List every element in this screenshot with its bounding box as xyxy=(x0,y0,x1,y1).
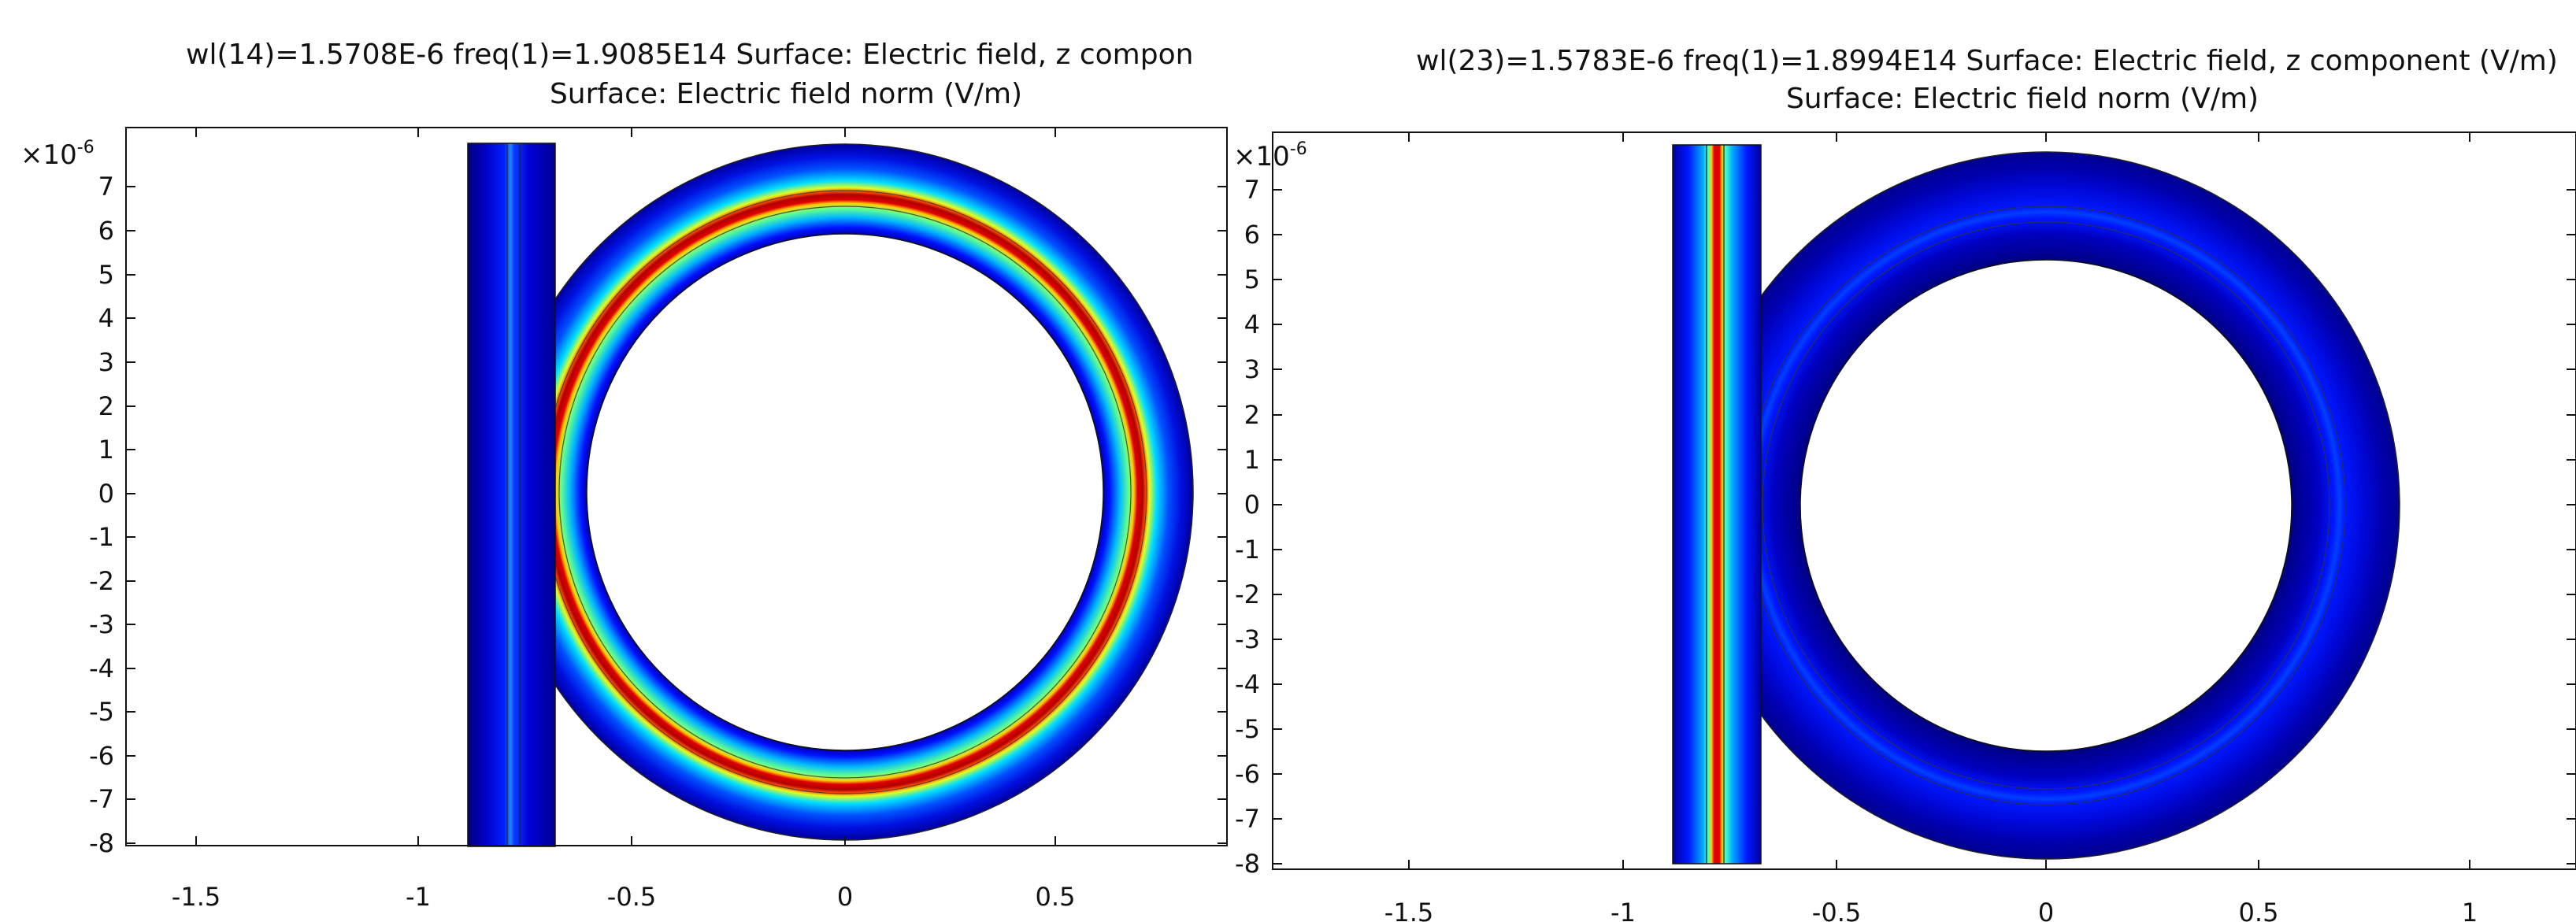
ring-core-edge-inner xyxy=(558,206,1132,779)
y-tick-label: -8 xyxy=(89,828,114,858)
plot-panel-right: wl(23)=1.5783E-6 freq(1)=1.8994E14 Surfa… xyxy=(1233,0,2576,922)
bus-waveguide-field xyxy=(467,143,556,847)
y-tick-label: 4 xyxy=(1244,309,1260,339)
x-tick-label: 0.5 xyxy=(1036,882,1076,912)
y-tick-label: 2 xyxy=(98,391,114,421)
ring-inner-boundary xyxy=(1799,259,2292,752)
y-tick-label: -5 xyxy=(89,697,114,727)
y-tick-label: 1 xyxy=(98,435,114,465)
plot-title-line2: Surface: Electric field norm (V/m) xyxy=(1785,83,2259,115)
y-tick-label: -2 xyxy=(89,566,114,596)
y-tick-label: 7 xyxy=(98,172,114,202)
ring-core-edge-inner xyxy=(1762,221,2330,790)
bus-waveguide-field xyxy=(1672,144,1762,865)
axis-multiplier: ×10-6 xyxy=(20,134,95,169)
x-tick-label: -0.5 xyxy=(607,882,656,912)
axis-multiplier-exponent: -6 xyxy=(1289,139,1307,159)
plot-panel-left: wl(14)=1.5708E-6 freq(1)=1.9085E14 Surfa… xyxy=(0,0,1233,922)
y-tick-label: -1 xyxy=(1235,535,1260,565)
x-tick-label: -1 xyxy=(1610,898,1636,922)
y-tick-label: -4 xyxy=(1235,669,1260,699)
y-tick-label: 6 xyxy=(1244,220,1260,250)
plot-title-line1: wl(23)=1.5783E-6 freq(1)=1.8994E14 Surfa… xyxy=(1416,45,2558,77)
y-tick-label: 7 xyxy=(1244,175,1260,205)
x-tick-label: -0.5 xyxy=(1812,898,1861,922)
y-tick-label: -5 xyxy=(1235,714,1260,744)
axes-frame xyxy=(125,127,1228,846)
x-tick-label: -1 xyxy=(406,882,431,912)
plot-title-line1: wl(14)=1.5708E-6 freq(1)=1.9085E14 Surfa… xyxy=(186,39,1194,71)
y-tick-label: -3 xyxy=(1235,624,1260,654)
x-tick-label: 0 xyxy=(837,882,853,912)
x-tick-label: 0.5 xyxy=(2239,898,2279,922)
y-tick-label: 2 xyxy=(1244,400,1260,430)
x-tick-label: -1.5 xyxy=(1384,898,1433,922)
plot-canvas-right: -1.5 -1 -0.5 0 0.5 1 7 6 5 4 3 2 1 0 -1 -2 -3 -4 -5 -6 -7 -8 xyxy=(1235,131,2576,922)
y-tick-label: -7 xyxy=(89,784,114,814)
x-tick-label: 1 xyxy=(2462,898,2478,922)
y-tick-label: 3 xyxy=(98,347,114,377)
y-tick-label: -8 xyxy=(1235,849,1260,879)
y-tick-label: 6 xyxy=(98,216,114,246)
y-tick-label: 5 xyxy=(1244,265,1260,294)
ring-inner-boundary xyxy=(586,233,1104,751)
y-tick-label: 5 xyxy=(98,260,114,290)
y-tick-label: 0 xyxy=(1244,490,1260,520)
y-tick-label: 3 xyxy=(1244,354,1260,384)
plot-title-line2: Surface: Electric field norm (V/m) xyxy=(549,78,1023,110)
y-tick-label: -6 xyxy=(89,741,114,771)
y-tick-label: -6 xyxy=(1235,759,1260,789)
y-tick-label: 1 xyxy=(1244,445,1260,475)
plot-canvas-left: -1.5 -1 -0.5 0 0.5 7 6 5 4 3 2 1 0 -1 -2 -3 -4 -5 -6 -7 -8 xyxy=(89,127,1228,912)
y-tick-label: -1 xyxy=(89,522,114,552)
y-tick-label: -7 xyxy=(1235,804,1260,834)
axis-multiplier-exponent: -6 xyxy=(76,138,95,157)
axes-frame xyxy=(1272,131,2576,870)
x-tick-label: 0 xyxy=(2038,898,2054,922)
y-tick-label: 0 xyxy=(98,479,114,509)
y-tick-label: 4 xyxy=(98,303,114,333)
axis-multiplier: ×10-6 xyxy=(1233,135,1307,171)
axis-multiplier-base: ×10 xyxy=(20,139,77,171)
y-tick-label: -4 xyxy=(89,654,114,683)
axis-multiplier-base: ×10 xyxy=(1233,141,1290,172)
y-tick-label: -2 xyxy=(1235,579,1260,609)
y-tick-label: -3 xyxy=(89,609,114,639)
x-tick-label: -1.5 xyxy=(172,882,221,912)
